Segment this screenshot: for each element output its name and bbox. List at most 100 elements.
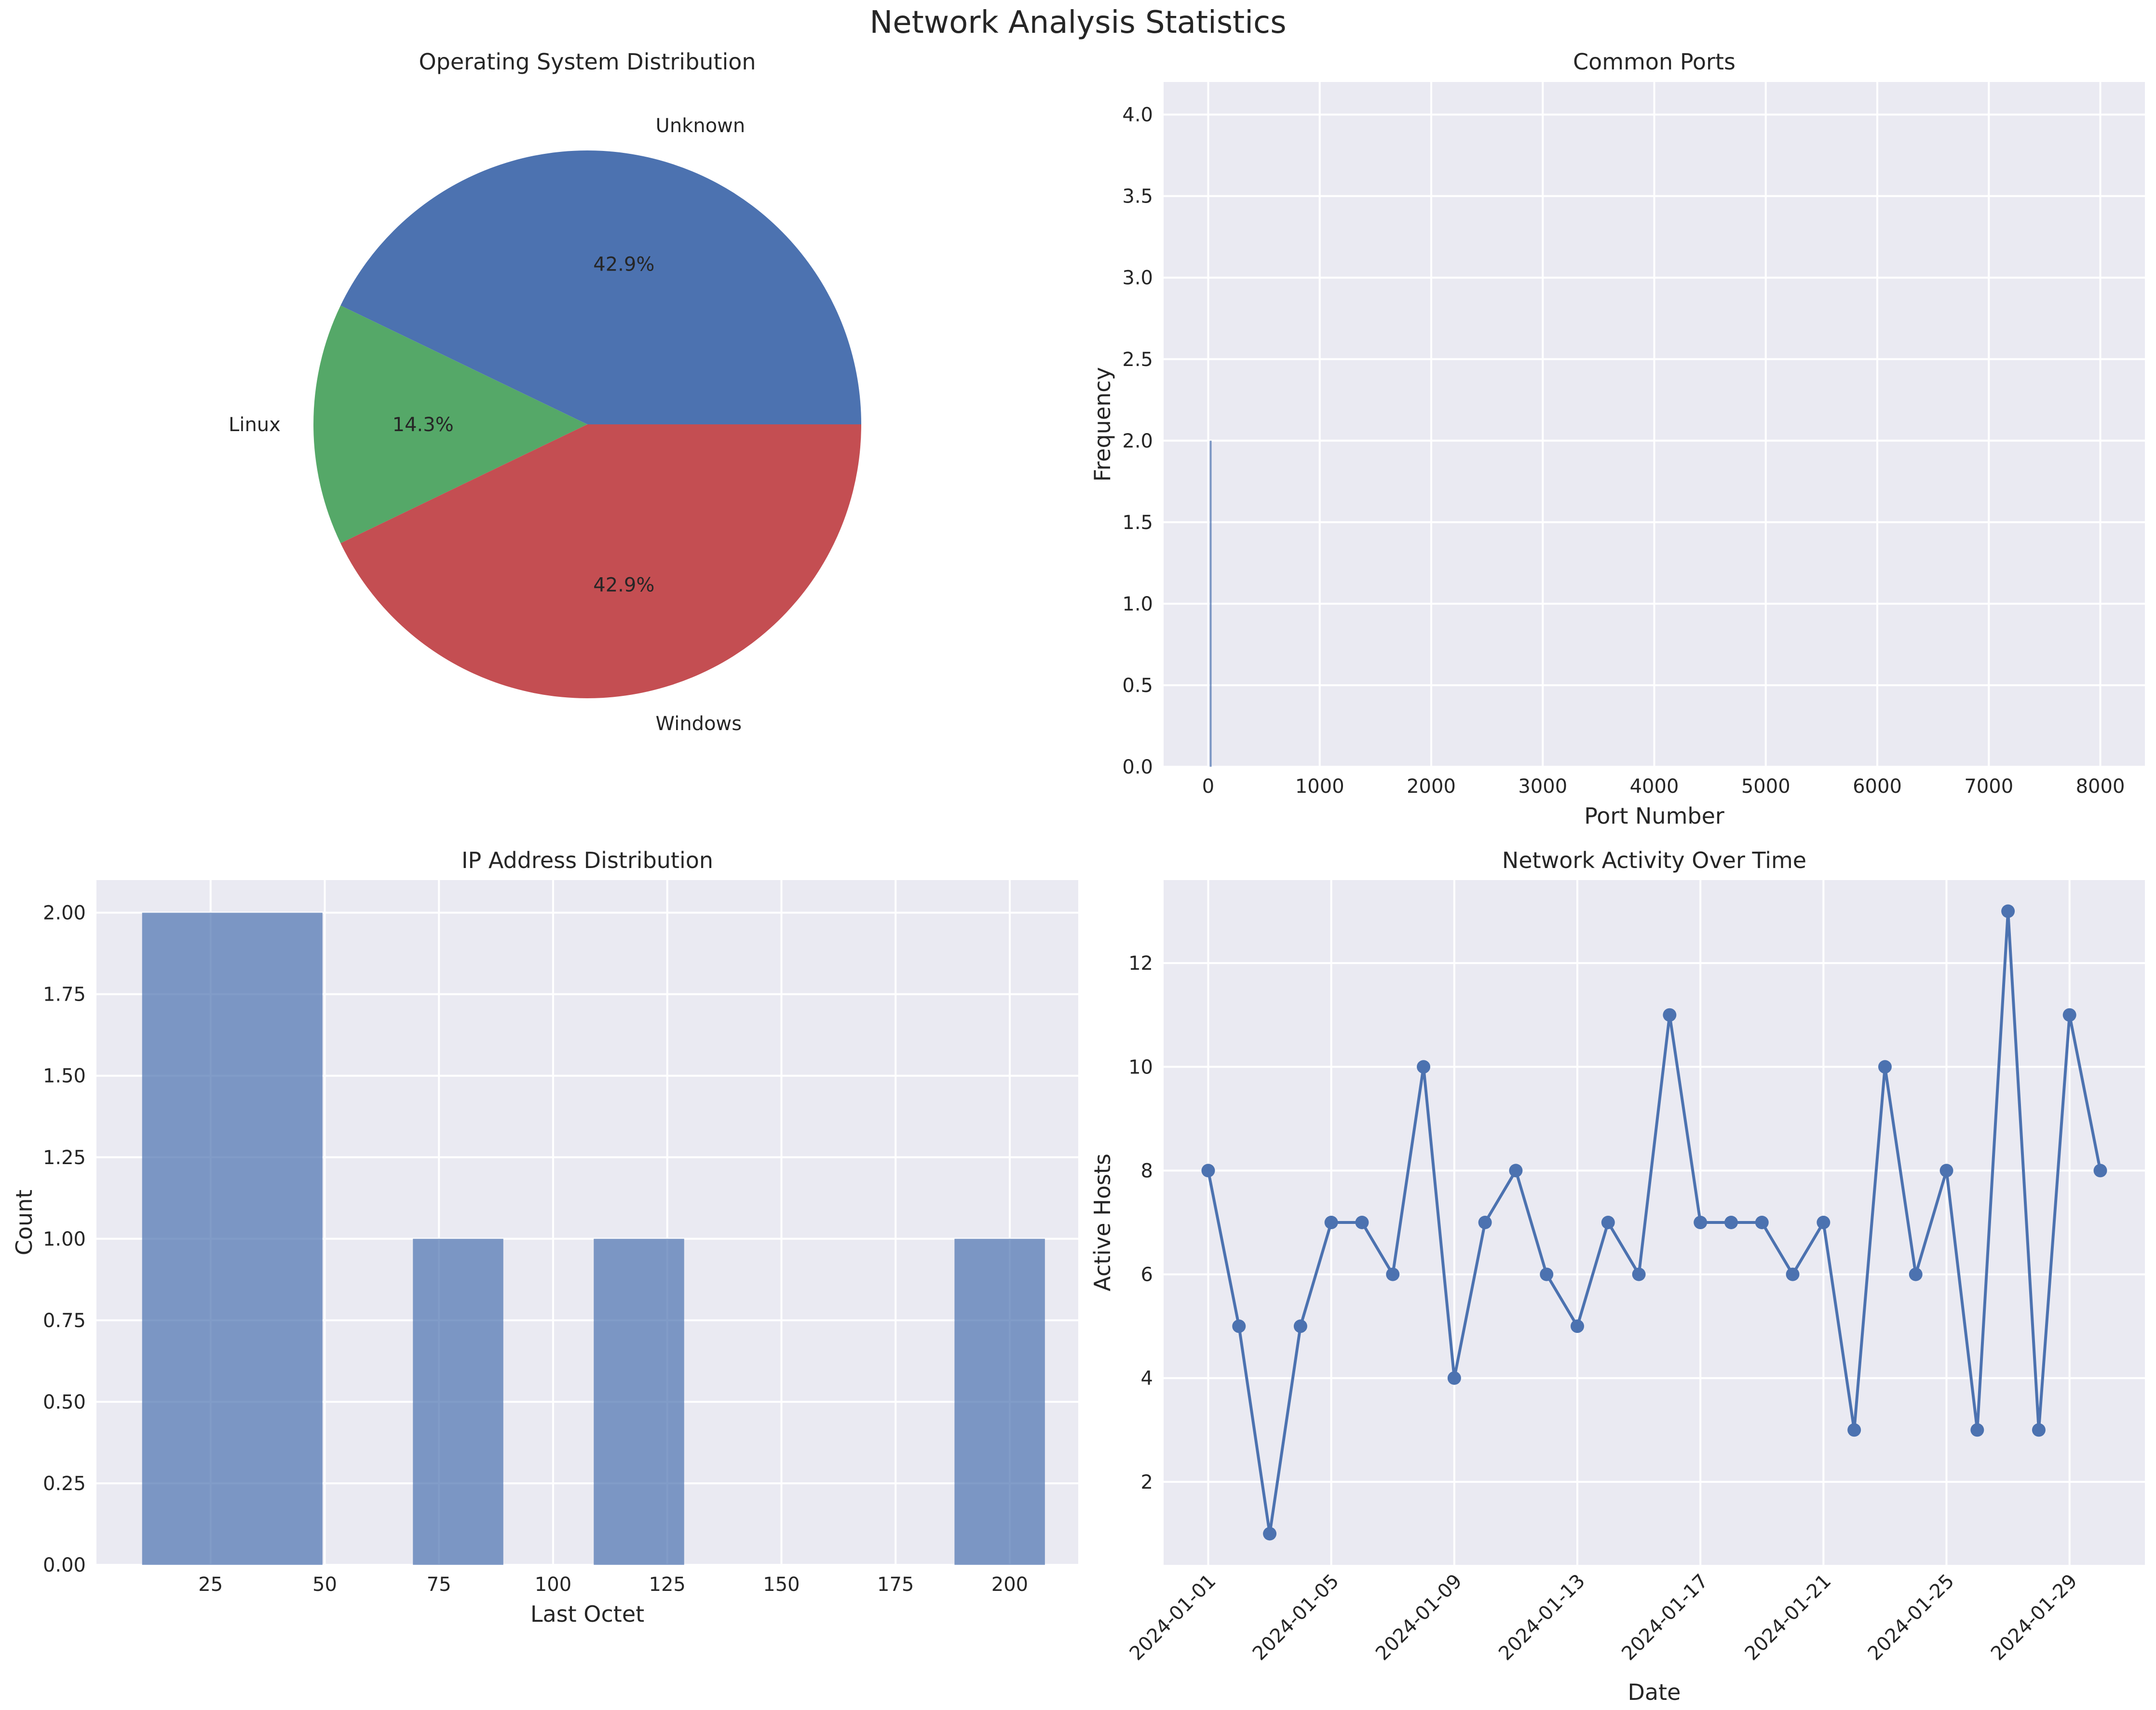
activity-point (1386, 1267, 1400, 1281)
ip-ytick-label: 1.00 (43, 1228, 86, 1250)
activity-point (1601, 1216, 1615, 1229)
activity-ytick-label: 4 (1141, 1368, 1153, 1390)
ports-xtick-label: 3000 (1518, 775, 1567, 798)
pie-label: Unknown (656, 115, 746, 137)
pie-label: Windows (656, 713, 742, 735)
pie-slice (340, 150, 861, 424)
activity-xtick-label: 2024-01-29 (1987, 1570, 2082, 1665)
activity-point (1694, 1216, 1708, 1229)
activity-xtick-label: 2024-01-17 (1617, 1570, 1712, 1665)
figure-title: Network Analysis Statistics (869, 5, 1287, 41)
activity-point (1324, 1216, 1338, 1229)
ports-ylabel: Frequency (1089, 367, 1115, 482)
activity-ytick-label: 8 (1141, 1160, 1153, 1182)
ip-xtick-label: 150 (763, 1574, 800, 1596)
activity-point (1540, 1267, 1554, 1281)
pie-slice (313, 305, 587, 543)
activity-point (1447, 1371, 1461, 1385)
ip-bar (413, 1238, 503, 1565)
ports-ytick-label: 2.0 (1122, 430, 1153, 452)
activity-point (1355, 1216, 1369, 1229)
ports-ytick-label: 2.5 (1122, 349, 1153, 371)
activity-point (1724, 1216, 1738, 1229)
activity-title: Network Activity Over Time (1502, 847, 1806, 873)
ip-xtick-label: 100 (535, 1574, 571, 1596)
activity-point (2062, 1008, 2076, 1022)
ip-ytick-label: 1.50 (43, 1065, 86, 1087)
pie-slice (340, 424, 861, 698)
activity-xtick-label: 2024-01-09 (1371, 1570, 1466, 1665)
activity-point (2032, 1423, 2046, 1437)
ports-ytick-label: 1.0 (1122, 593, 1153, 615)
activity-point (1663, 1008, 1677, 1022)
ip-ytick-label: 1.25 (43, 1147, 86, 1169)
ports-xtick-label: 4000 (1630, 775, 1679, 798)
ports-ytick-label: 1.5 (1122, 512, 1153, 534)
activity-point (1939, 1164, 1953, 1178)
activity-ylabel: Active Hosts (1089, 1154, 1115, 1291)
activity-point (1509, 1164, 1523, 1178)
ports-xtick-label: 0 (1202, 775, 1214, 798)
ports-title: Common Ports (1573, 49, 1736, 75)
ip-ytick-label: 0.00 (43, 1554, 86, 1576)
ip-xtick-label: 175 (877, 1574, 914, 1596)
activity-point (1847, 1423, 1861, 1437)
activity-point (1817, 1216, 1831, 1229)
activity-point (1909, 1267, 1923, 1281)
activity-xtick-label: 2024-01-13 (1494, 1570, 1589, 1665)
activity-point (1293, 1319, 1307, 1333)
ip-xlabel: Last Octet (530, 1601, 644, 1627)
activity-ytick-label: 10 (1128, 1056, 1153, 1078)
activity-point (1263, 1527, 1277, 1541)
activity-xtick-label: 2024-01-05 (1248, 1570, 1343, 1665)
activity-point (1632, 1267, 1646, 1281)
activity-point (1417, 1060, 1431, 1074)
ports-xtick-label: 5000 (1741, 775, 1790, 798)
activity-point (1232, 1319, 1246, 1333)
activity-point (1571, 1319, 1585, 1333)
activity-point (2093, 1164, 2107, 1178)
pie-title: Operating System Distribution (419, 49, 756, 75)
ip-ytick-label: 2.00 (43, 902, 86, 924)
activity-ytick-label: 2 (1141, 1471, 1153, 1493)
ip-ytick-label: 0.50 (43, 1391, 86, 1413)
ip-xtick-label: 125 (649, 1574, 686, 1596)
pie-pct-label: 42.9% (593, 574, 654, 596)
activity-xtick-label: 2024-01-01 (1125, 1570, 1220, 1665)
ports-ytick-label: 3.5 (1122, 186, 1153, 208)
ip-bar (954, 1238, 1045, 1565)
activity-plot-area (1164, 880, 2145, 1565)
ports-ytick-label: 0.0 (1122, 756, 1153, 778)
pie-pct-label: 42.9% (593, 254, 654, 276)
ports-xtick-label: 1000 (1295, 775, 1344, 798)
ports-xtick-label: 7000 (1964, 775, 2013, 798)
activity-point (1786, 1267, 1800, 1281)
activity-xlabel: Date (1628, 1679, 1681, 1705)
pie-label: Linux (229, 414, 281, 436)
ports-ytick-label: 3.0 (1122, 267, 1153, 289)
ports-bar (1209, 440, 1212, 767)
ip-title: IP Address Distribution (461, 847, 713, 873)
ip-bar (594, 1238, 684, 1565)
ports-ytick-label: 0.5 (1122, 675, 1153, 697)
ports-xtick-label: 2000 (1407, 775, 1456, 798)
ports-ytick-label: 4.0 (1122, 104, 1153, 126)
activity-point (1878, 1060, 1892, 1074)
ip-xtick-label: 25 (198, 1574, 223, 1596)
activity-point (1970, 1423, 1984, 1437)
pie-pct-label: 14.3% (393, 414, 454, 436)
ports-xlabel: Port Number (1584, 803, 1724, 829)
activity-xtick-label: 2024-01-25 (1864, 1570, 1959, 1665)
activity-point (1478, 1216, 1492, 1229)
activity-ytick-label: 6 (1141, 1264, 1153, 1286)
ip-ytick-label: 0.75 (43, 1310, 86, 1332)
activity-point (1201, 1164, 1215, 1178)
ip-xtick-label: 50 (312, 1574, 337, 1596)
ip-xtick-label: 200 (991, 1574, 1028, 1596)
ip-ytick-label: 0.25 (43, 1473, 86, 1495)
ip-bar (142, 912, 323, 1565)
ip-xtick-label: 75 (427, 1574, 451, 1596)
activity-point (2001, 904, 2015, 918)
ip-ylabel: Count (11, 1190, 37, 1256)
